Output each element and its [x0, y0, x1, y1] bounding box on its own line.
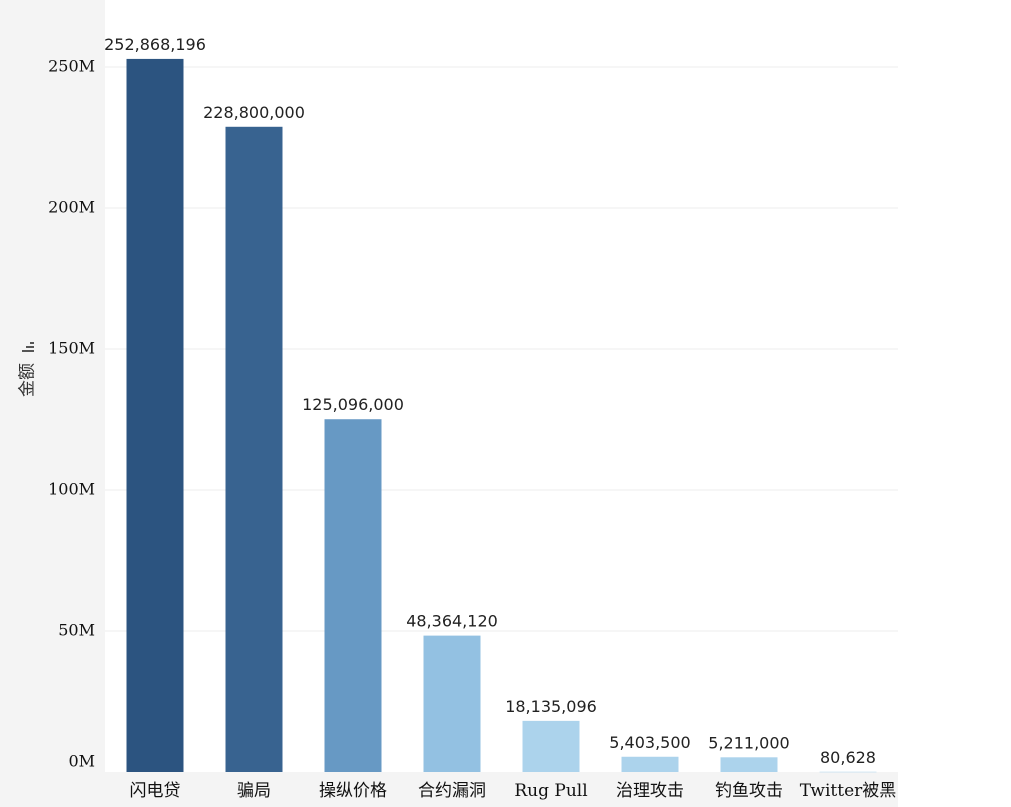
bar-value-label: 48,364,120	[406, 612, 498, 631]
y-tick-label: 50M	[58, 621, 95, 640]
x-category-label[interactable]: Rug Pull	[514, 781, 587, 801]
bar[interactable]	[522, 720, 580, 772]
bar-value-label: 18,135,096	[505, 697, 597, 716]
x-category-label[interactable]: 治理攻击	[616, 781, 684, 801]
grid-lines	[105, 66, 898, 632]
bar[interactable]	[819, 771, 877, 773]
bar[interactable]	[225, 126, 283, 772]
bar-value-label: 228,800,000	[203, 103, 305, 122]
x-category-label[interactable]: 合约漏洞	[418, 781, 486, 801]
bar-value-label: 80,628	[820, 748, 876, 767]
y-tick-label: 200M	[48, 198, 95, 217]
x-category-label[interactable]: 骗局	[237, 781, 271, 801]
x-category-label[interactable]: Twitter被黑	[800, 781, 897, 801]
bar-value-label: 5,211,000	[708, 733, 789, 752]
data-labels: 252,868,196 228,800,000 125,096,000 48,364,…	[104, 35, 876, 767]
y-axis-title: 金额	[18, 363, 38, 397]
x-axis-categories: 闪电贷 骗局 操纵价格 合约漏洞 Rug Pull 治理攻击 钓鱼攻击 Twitter被黑	[130, 781, 897, 801]
bar-value-label: 5,403,500	[609, 733, 690, 752]
y-axis-ticks: 0M 50M 100M 150M 200M 250M	[48, 57, 95, 771]
x-category-label[interactable]: 闪电贷	[130, 781, 181, 801]
bar-value-label: 125,096,000	[302, 395, 404, 414]
bar[interactable]	[324, 419, 382, 772]
x-category-label[interactable]: 操纵价格	[319, 781, 387, 801]
x-category-label[interactable]: 钓鱼攻击	[715, 781, 783, 801]
bar[interactable]	[423, 635, 481, 772]
y-tick-label: 150M	[48, 339, 95, 358]
bar[interactable]	[126, 58, 184, 773]
bar[interactable]	[720, 757, 778, 772]
bar-value-label: 252,868,196	[104, 35, 206, 54]
y-tick-label: 0M	[68, 752, 95, 771]
x-axis-band	[105, 772, 898, 807]
y-axis-band	[0, 0, 105, 807]
y-tick-label: 100M	[48, 480, 95, 499]
bar-series	[126, 58, 877, 773]
bar[interactable]	[621, 756, 679, 772]
sort-descending-icon[interactable]	[22, 342, 34, 352]
y-tick-label: 250M	[48, 57, 95, 76]
y-axis-title-group[interactable]: 金额	[18, 342, 38, 397]
